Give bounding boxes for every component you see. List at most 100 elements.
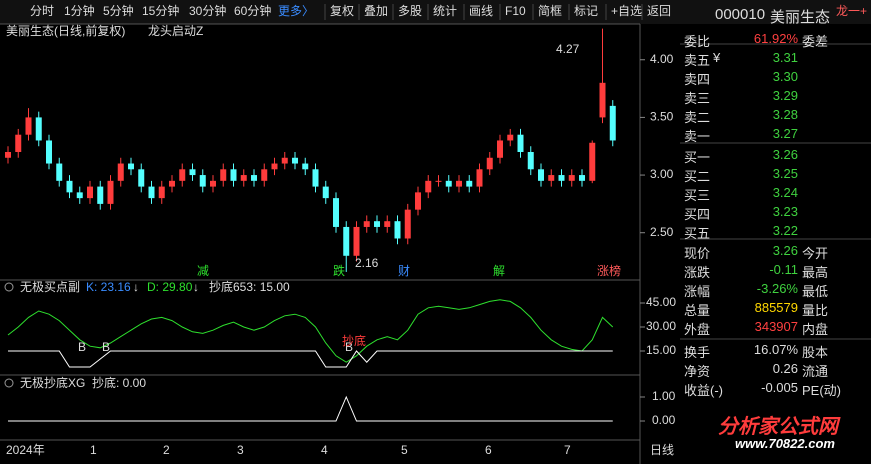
toolbar-button[interactable]: 简框 — [538, 4, 562, 18]
candle-body — [148, 186, 155, 199]
y-tick-label: 30.00 — [646, 319, 676, 333]
row-label: 买五 — [684, 226, 711, 241]
candle-body — [548, 175, 555, 181]
toggle-icon[interactable] — [4, 282, 14, 292]
candle-body — [25, 117, 32, 135]
stat-value: 16.07% — [753, 342, 798, 357]
candle-body — [128, 163, 134, 170]
candle-body — [76, 192, 83, 199]
x-tick-label: 6 — [485, 443, 492, 457]
toolbar-button[interactable]: 5分钟 — [103, 3, 134, 18]
stat-label: 股本 — [802, 345, 829, 360]
candle-body — [15, 134, 22, 152]
toolbar-button[interactable]: 标记 — [574, 4, 598, 18]
toolbar-button[interactable]: 统计 — [433, 4, 457, 18]
watermark-url: www.70822.com — [735, 436, 835, 451]
toolbar-button[interactable]: 多股 — [398, 4, 422, 18]
stat-value: 885579 — [754, 300, 798, 315]
stat-value: -0.005 — [761, 380, 798, 395]
y-tick-label: 1.00 — [652, 389, 676, 403]
row-label: 卖五 — [684, 53, 711, 68]
signal-mark: B — [102, 340, 110, 354]
candle-body — [445, 180, 452, 187]
candle-body — [271, 163, 278, 170]
row-label: 买四 — [684, 207, 711, 222]
candle-body — [486, 157, 493, 170]
stat-label: 流通 — [802, 364, 829, 379]
toolbar-button[interactable]: 返回 — [647, 4, 671, 18]
candle-body — [579, 175, 585, 181]
x-tick-label: 3 — [237, 443, 244, 457]
toolbar-button[interactable]: 复权 — [330, 4, 354, 18]
row-label: 卖一 — [684, 129, 711, 144]
currency: ¥ — [713, 50, 721, 65]
row-label: 买三 — [684, 188, 711, 203]
candle-body — [507, 134, 514, 141]
ratio-value: 61.92% — [753, 31, 798, 46]
toolbar-button[interactable]: 画线 — [469, 4, 493, 18]
stat-value: 343907 — [754, 319, 798, 334]
candle-body — [312, 169, 319, 187]
candle-body — [456, 180, 462, 187]
stat-label: 内盘 — [802, 322, 829, 337]
candle-body — [333, 198, 339, 227]
row-value: 3.22 — [772, 223, 798, 238]
toolbar-button[interactable]: +自选 — [611, 4, 642, 18]
panel-name: 无极抄底XG — [20, 375, 85, 390]
stat-label: 今开 — [802, 246, 829, 261]
candle-body — [517, 134, 524, 152]
event-label: 涨榜 — [597, 263, 621, 278]
stat-label: 总量 — [684, 303, 711, 318]
toggle-icon[interactable] — [4, 378, 14, 388]
stat-value: 3.26 — [772, 243, 798, 258]
row-value: 3.28 — [772, 107, 798, 122]
y-tick-label: 0.00 — [652, 413, 676, 427]
candle-body — [374, 221, 380, 227]
x-tick-label: 1 — [90, 443, 97, 457]
candle-body — [46, 140, 52, 164]
stock-code: 000010 — [715, 6, 766, 23]
candle-body — [5, 152, 11, 158]
row-value: 3.26 — [772, 147, 798, 162]
toolbar-button[interactable]: 15分钟 — [142, 3, 179, 18]
candle-body — [404, 209, 411, 239]
y-tick-label: 3.50 — [650, 110, 674, 124]
row-value: 3.30 — [772, 69, 798, 84]
candle-body — [527, 152, 534, 170]
toolbar-button[interactable]: 1分钟 — [64, 3, 95, 18]
corner-label: 龙一+ — [836, 4, 867, 18]
toolbar-button[interactable]: 60分钟 — [234, 3, 271, 18]
row-label: 卖三 — [684, 91, 711, 106]
candle-body — [435, 180, 442, 182]
indicator-line — [7, 299, 614, 363]
toolbar-button[interactable]: 更多〉 — [278, 4, 314, 18]
toolbar-button[interactable]: 30分钟 — [189, 3, 226, 18]
ratio-label: 委比 — [684, 34, 711, 49]
toolbar-button[interactable]: F10 — [505, 4, 526, 18]
stat-label: 收益(-) — [684, 383, 723, 398]
y-tick-label: 45.00 — [646, 295, 676, 309]
y-tick-label: 2.50 — [650, 225, 674, 239]
candle-body — [363, 221, 370, 227]
candle-body — [240, 175, 247, 181]
candle-body — [538, 169, 544, 181]
candle-body — [169, 180, 175, 187]
toolbar-button[interactable]: 叠加 — [364, 4, 388, 18]
candle-body — [609, 105, 616, 141]
candle-body — [599, 82, 606, 118]
candle-body — [568, 175, 575, 181]
stat-label: 涨跌 — [684, 265, 711, 280]
event-label: 财 — [398, 264, 410, 278]
low-label: 2.16 — [355, 256, 379, 270]
chart-title: 美丽生态(日线,前复权) — [6, 23, 125, 38]
toolbar-button[interactable]: 分时 — [30, 4, 54, 18]
candle-body — [558, 175, 565, 181]
candle-body — [302, 163, 309, 170]
candle-body — [35, 117, 42, 141]
row-value: 3.23 — [772, 204, 798, 219]
watermark-title: 分析家公式网 — [718, 416, 838, 438]
candle-body — [138, 169, 145, 187]
period-label: 日线 — [650, 443, 674, 457]
